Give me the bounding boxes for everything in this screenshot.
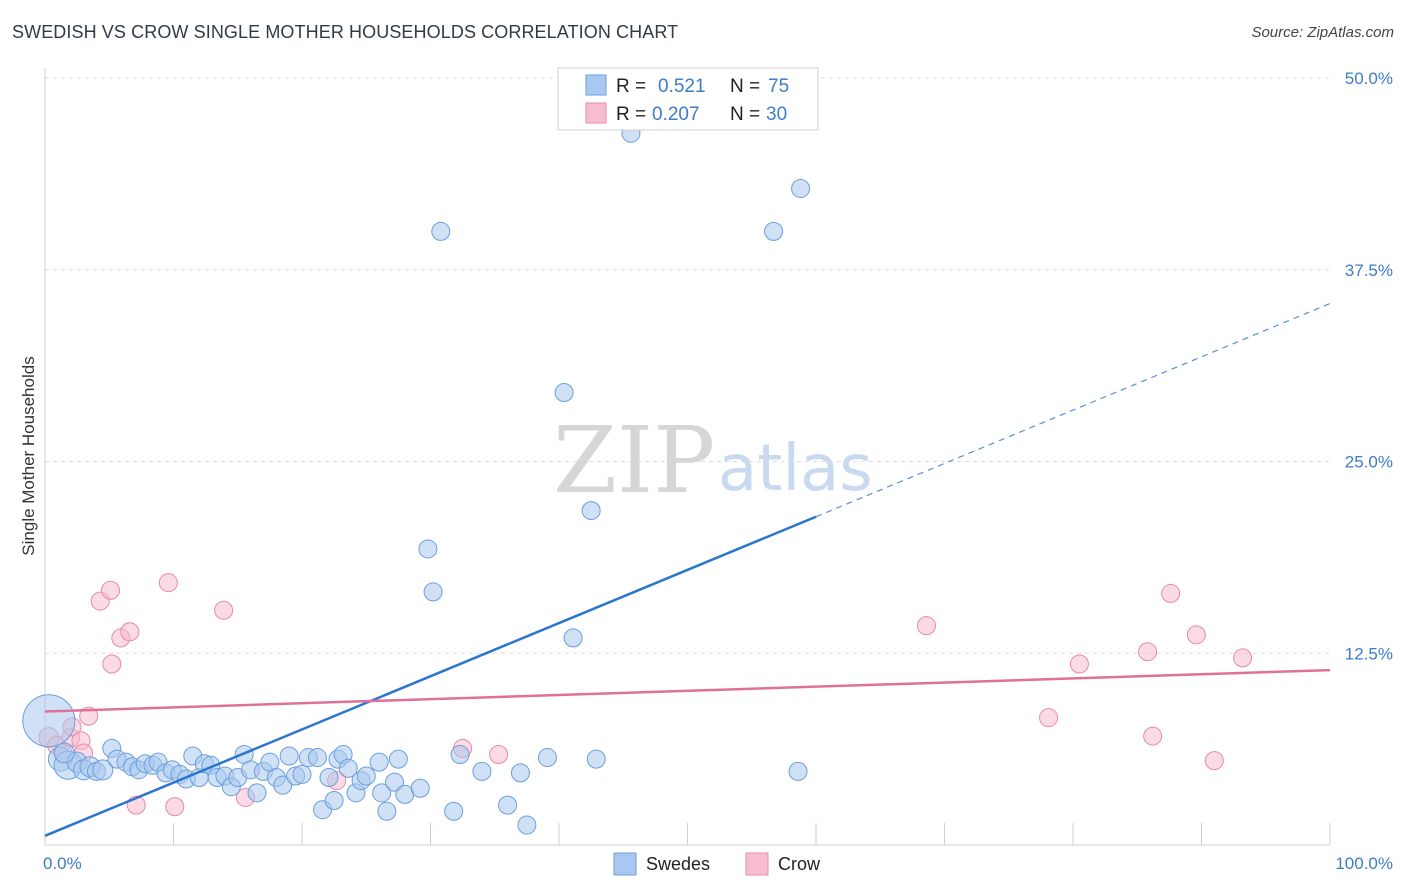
chart-title: SWEDISH VS CROW SINGLE MOTHER HOUSEHOLDS… [12, 22, 679, 42]
x-tick-label-1: 100.0% [1335, 854, 1393, 873]
swedes-point-71 [764, 221, 784, 241]
bottom-legend-label-crow: Crow [778, 854, 821, 874]
swedes-point-57 [423, 582, 443, 602]
swedes-point-51 [377, 801, 397, 821]
swedes-point-59 [444, 801, 464, 821]
crow-point-29 [1233, 648, 1253, 668]
swedes-point-55 [410, 778, 430, 798]
legend-n-label-2: N = [730, 104, 760, 125]
swedes-point-48 [356, 766, 376, 786]
swedes-point-0 [22, 694, 76, 748]
legend-n-label-1: N = [730, 76, 760, 97]
legend-n-value-1: 75 [768, 76, 789, 97]
swedes-point-56 [418, 539, 438, 559]
swedes-point-63 [510, 763, 530, 783]
swedes-point-66 [554, 382, 574, 402]
crow-point-24 [1138, 642, 1158, 662]
swedes-point-7 [92, 759, 114, 781]
swedes-point-35 [279, 746, 299, 766]
legend-r-value-2: 0.207 [652, 104, 700, 125]
y-tick-label-0: 12.5% [1345, 644, 1393, 663]
swedes-trend-extension [815, 302, 1331, 518]
grid-lines [45, 77, 1330, 654]
swedes-point-60 [450, 744, 470, 764]
x-tick-labels: 0.0% 100.0% [43, 854, 1393, 873]
swedes-point-73 [791, 178, 811, 198]
bottom-legend: Swedes Crow [613, 852, 821, 876]
y-tick-label-2: 37.5% [1345, 261, 1393, 280]
y-tick-labels: 12.5% 25.0% 37.5% 50.0% [1345, 69, 1393, 663]
legend-r-label-2: R = [616, 104, 646, 125]
crow-point-14 [158, 573, 178, 593]
swedes-point-50 [372, 783, 392, 803]
crow-point-20 [489, 744, 509, 764]
crow-point-25 [1143, 726, 1163, 746]
crow-point-21 [917, 616, 937, 636]
swedes-point-65 [537, 748, 557, 768]
crow-point-28 [1204, 751, 1224, 771]
y-tick-label-1: 25.0% [1345, 453, 1393, 472]
crow-point-7 [79, 706, 99, 726]
bottom-legend-label-swedes: Swedes [646, 854, 710, 874]
trend-lines [44, 302, 1331, 837]
legend-swatch-swedes [585, 74, 607, 96]
swedes-point-67 [563, 628, 583, 648]
crow-point-12 [120, 622, 140, 642]
swedes-point-37 [292, 764, 312, 784]
swedes-point-39 [307, 748, 327, 768]
crow-point-23 [1069, 654, 1089, 674]
crow-trend-line [44, 668, 1331, 713]
swedes-point-45 [338, 758, 358, 778]
watermark: ZIP atlas [553, 407, 873, 514]
swedes-point-49 [369, 752, 389, 772]
swedes-point-62 [498, 795, 518, 815]
swedes-point-53 [388, 749, 408, 769]
legend-box: R = 0.521 N = 75 R = 0.207 N = 30 [557, 67, 819, 131]
bottom-legend-swatch-crow [745, 852, 769, 876]
swedes-point-64 [517, 815, 537, 835]
swedes-point-61 [472, 761, 492, 781]
crow-point-15 [165, 797, 185, 817]
crow-point-9 [102, 654, 122, 674]
swedes-point-74 [53, 742, 75, 764]
swedes-point-58 [431, 221, 451, 241]
crow-point-10 [101, 580, 121, 600]
source-label: Source: ZipAtlas.com [1251, 24, 1394, 41]
x-tick-label-0: 0.0% [43, 854, 82, 873]
watermark-zip: ZIP [553, 407, 715, 514]
crow-point-26 [1161, 583, 1181, 603]
legend-n-value-2: 30 [766, 104, 787, 125]
legend-r-label-1: R = [616, 76, 646, 97]
crow-point-22 [1039, 708, 1059, 728]
swedes-point-69 [586, 749, 606, 769]
legend-swatch-crow [585, 102, 607, 124]
y-tick-label-3: 50.0% [1345, 69, 1393, 88]
swedes-point-34 [273, 775, 293, 795]
swedes-point-30 [247, 783, 267, 803]
watermark-atlas: atlas [718, 432, 873, 506]
crow-point-16 [214, 600, 234, 620]
swedes-point-41 [319, 768, 339, 788]
y-axis-title: Single Mother Households [19, 356, 38, 555]
swedes-point-68 [581, 501, 601, 521]
swedes-point-72 [788, 761, 808, 781]
swedes-trend-line [44, 515, 817, 837]
swedes-point-52 [385, 772, 405, 792]
crow-point-27 [1186, 625, 1206, 645]
bottom-legend-swatch-swedes [613, 852, 637, 876]
swedes-point-42 [324, 791, 344, 811]
legend-r-value-1: 0.521 [658, 76, 706, 97]
